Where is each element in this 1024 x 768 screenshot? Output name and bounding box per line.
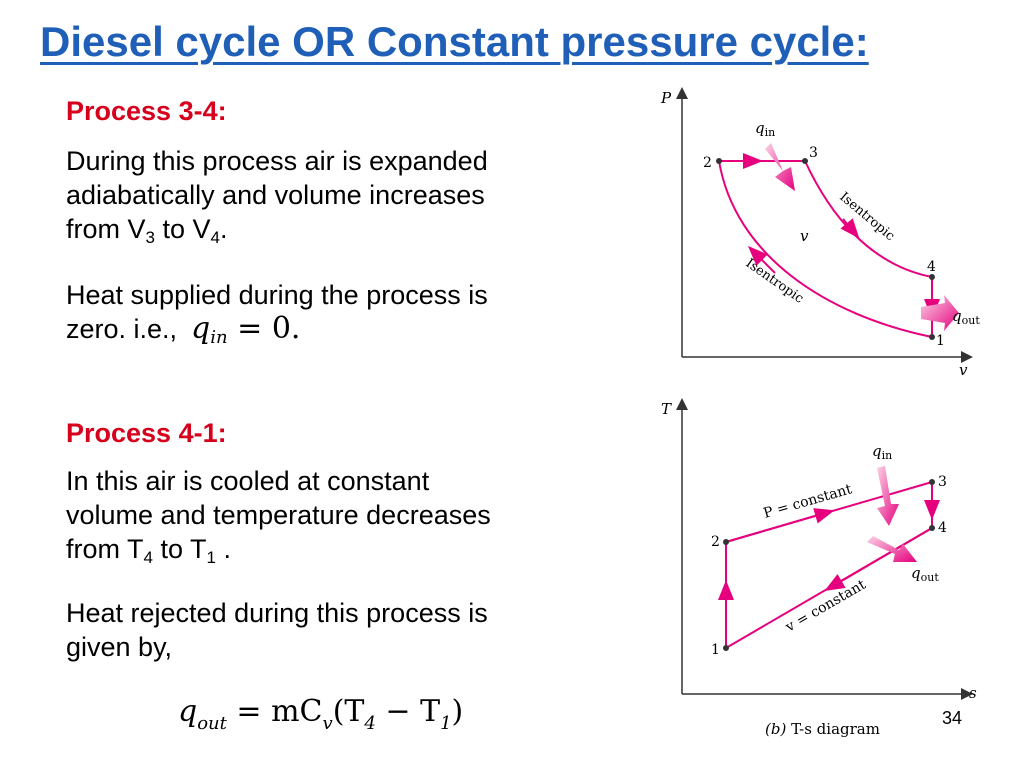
text-line: zero. i.e., qin = 0.: [66, 311, 301, 348]
point-2: [716, 158, 722, 164]
point-4: [929, 274, 935, 280]
q-in-label: qin: [755, 119, 775, 139]
text-line: given by,: [66, 632, 173, 662]
text-line: In this air is cooled at constant: [66, 466, 430, 496]
q-out-label: qout: [952, 307, 980, 327]
slide-number: 34: [942, 708, 963, 728]
isentropic-lower-label: Isentropic: [743, 256, 806, 307]
p-constant-label: P = constant: [762, 481, 854, 522]
pv-diagram: P v 1 2 3 4 qin qout Isentropic Isentrop…: [660, 87, 980, 379]
point-2-label: 2: [703, 155, 712, 171]
q-in-label: qin: [872, 442, 892, 462]
process-3-4-heading: Process 3-4:: [66, 96, 227, 126]
s-axis-label: s: [969, 684, 977, 702]
q-out-label: qout: [911, 564, 939, 584]
text-line: Heat supplied during the process is: [66, 280, 488, 310]
point-1-label: 1: [711, 642, 720, 658]
point-4: [929, 525, 935, 531]
p-axis-label: P: [660, 89, 672, 107]
point-4-label: 4: [938, 520, 947, 536]
isentropic-upper-label: Isentropic: [836, 190, 897, 244]
process-4-1-heading: Process 4-1:: [66, 418, 227, 448]
process-4-1-paragraph-2: Heat rejected during this process is giv…: [66, 596, 626, 664]
point-3: [929, 479, 935, 485]
point-2-label: 2: [711, 534, 720, 550]
text-line: volume and temperature decreases: [66, 500, 491, 530]
text-line: from T4 to T1 .: [66, 534, 231, 567]
q-out-arrow: [921, 295, 959, 331]
point-1-label: 1: [936, 333, 945, 349]
point-2: [723, 539, 729, 545]
slide-title: Diesel cycle OR Constant pressure cycle:: [40, 18, 869, 65]
text-line: from V3 to V4.: [66, 214, 228, 247]
q-out-arrow: [867, 536, 917, 562]
isentropic-3-4-arrow: [840, 218, 860, 239]
text-line: During this process air is expanded: [66, 146, 488, 176]
ts-diagram: T s 1 2 3 4 qin qout P = constant v = co…: [661, 398, 977, 738]
process-4-1-paragraph-1: In this air is cooled at constant volume…: [66, 464, 626, 566]
ts-diagram-caption: (b) T-s diagram: [765, 720, 880, 738]
isentropic-1-2-curve: [718, 160, 933, 338]
point-1: [929, 334, 935, 340]
q-out-equation: qout = mCv(T4 − T1): [178, 694, 464, 734]
text-line: adiabatically and volume increases: [66, 180, 485, 210]
v-constant-label: v = constant: [782, 577, 869, 636]
process-4-1-arrow: [824, 527, 933, 592]
center-v-label: v: [800, 227, 809, 245]
point-4-label: 4: [927, 259, 936, 275]
t-axis-label: T: [661, 400, 672, 418]
process-3-4-paragraph-2: Heat supplied during the process is zero…: [66, 278, 626, 348]
q-in-equation: qin = 0.: [191, 311, 301, 348]
point-3-label: 3: [938, 474, 947, 490]
isentropic-1-2-arrow: [747, 245, 776, 274]
point-1: [723, 645, 729, 651]
point-3-label: 3: [809, 145, 818, 161]
process-2-3-arrow: [725, 508, 835, 543]
q-in-arrow: [765, 143, 795, 191]
text-line: Heat rejected during this process is: [66, 598, 488, 628]
process-3-4-paragraph-1: During this process air is expanded adia…: [66, 144, 626, 246]
v-axis-label: v: [959, 361, 968, 379]
point-3: [802, 158, 808, 164]
q-in-arrow: [877, 466, 899, 526]
